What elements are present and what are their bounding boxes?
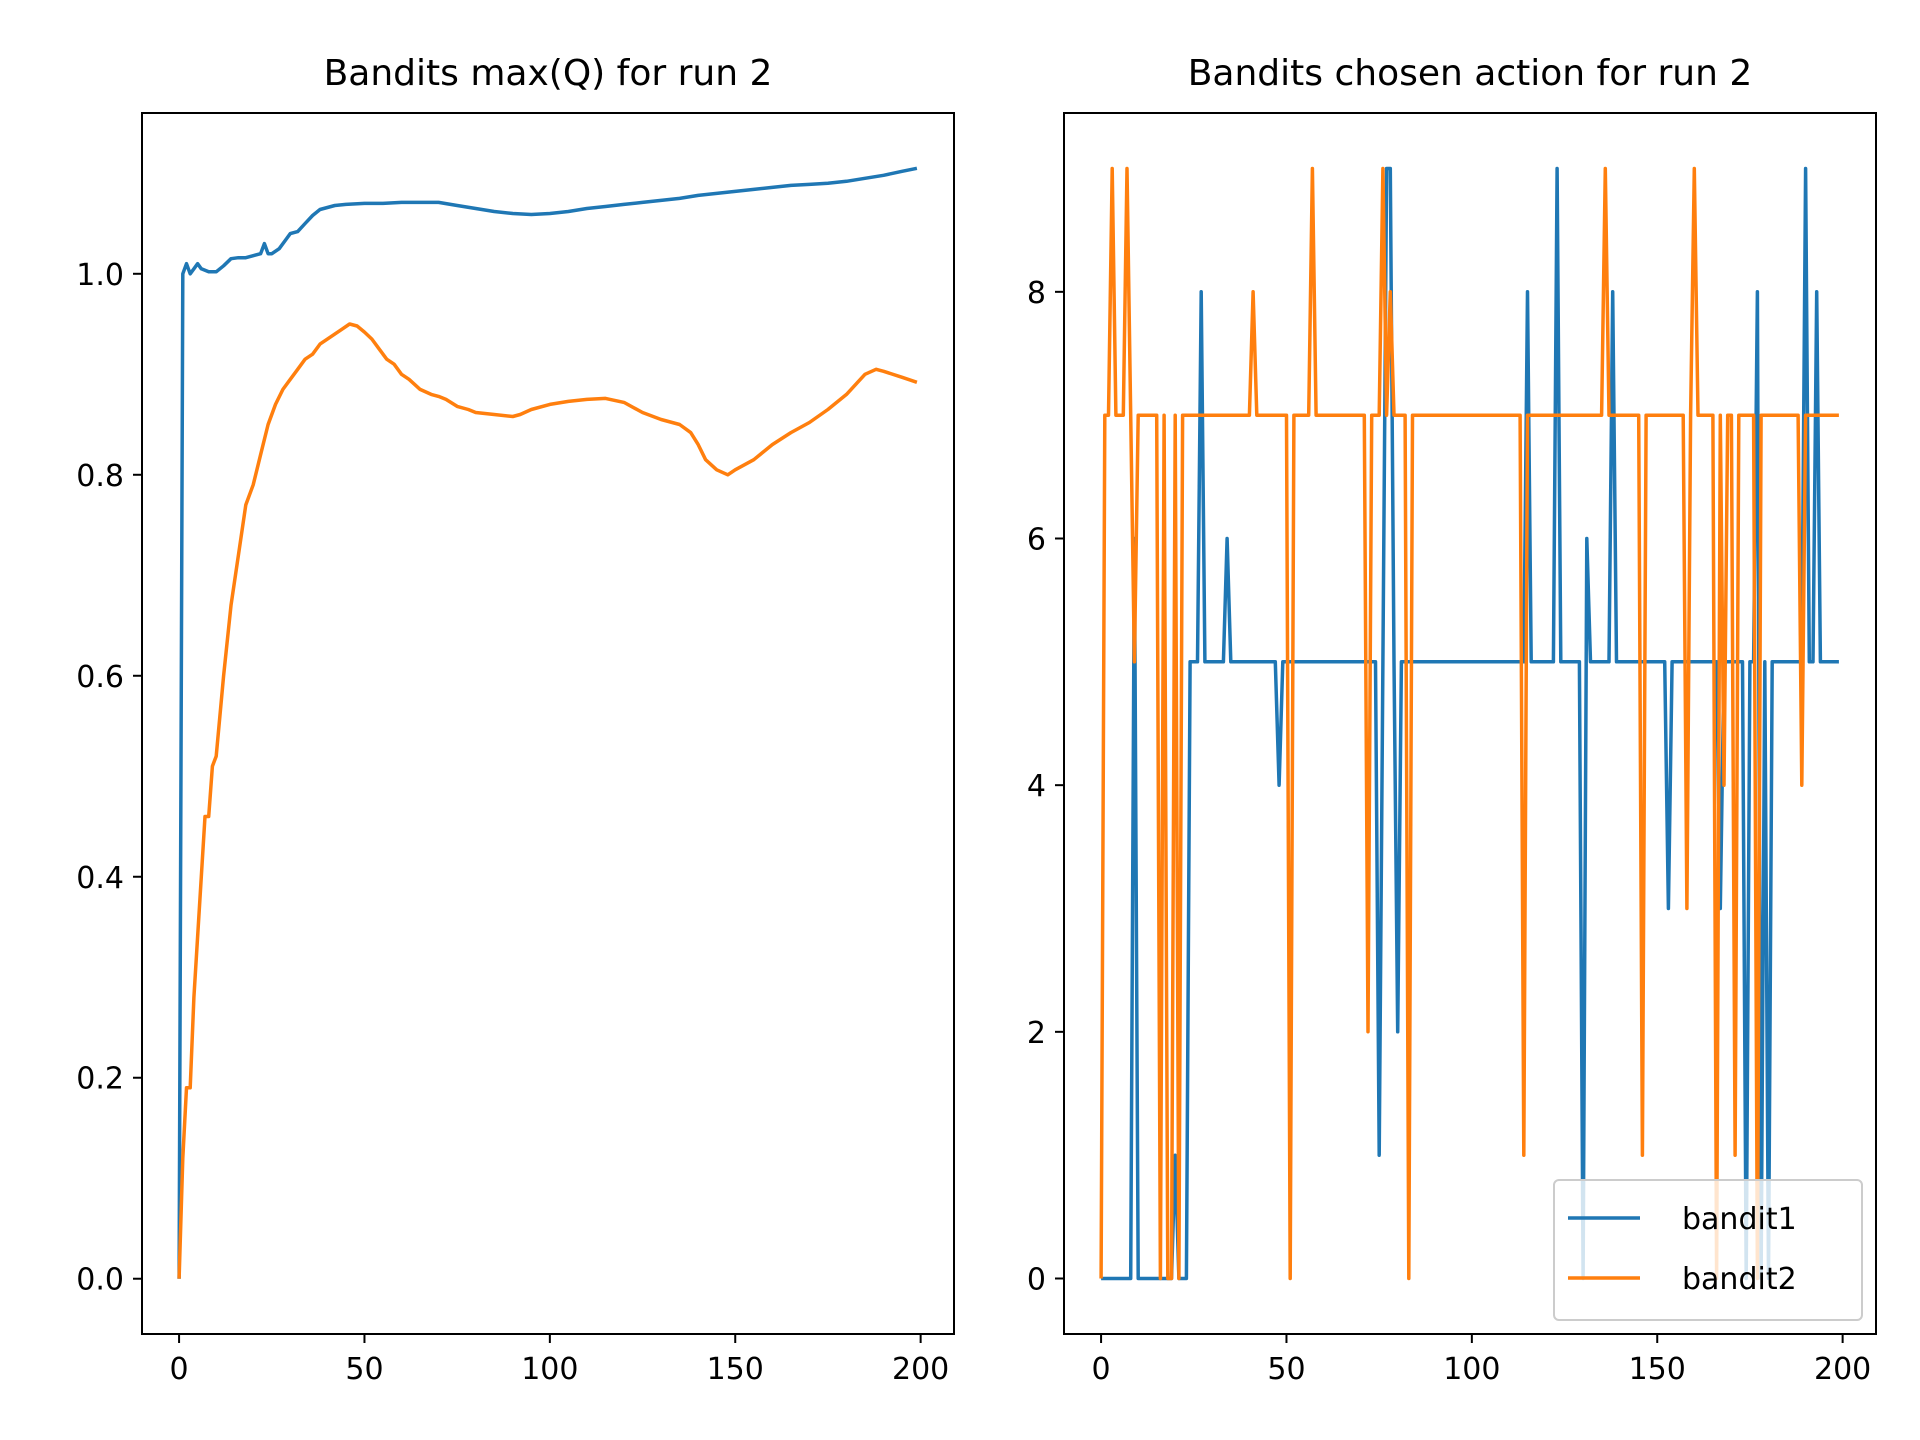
x-tick-label: 0 (1092, 1352, 1111, 1387)
y-tick-label: 8 (1027, 276, 1046, 311)
chart-title: Bandits chosen action for run 2 (1188, 53, 1753, 94)
y-tick-label: 0 (1027, 1263, 1046, 1298)
x-tick-label: 150 (707, 1352, 764, 1387)
y-tick-label: 0.2 (76, 1062, 124, 1097)
chart-title: Bandits max(Q) for run 2 (324, 53, 773, 94)
y-tick-label: 0.0 (76, 1263, 124, 1298)
axes-frame (141, 112, 955, 1335)
chart-max-q: Bandits max(Q) for run 2 0 50 100 150 200 0.0… (76, 53, 955, 1387)
x-tick-label: 50 (1267, 1352, 1305, 1387)
y-tick-label: 2 (1027, 1016, 1046, 1051)
x-tick-label: 100 (521, 1352, 578, 1387)
x-tick-label: 150 (1629, 1352, 1686, 1387)
x-tick-label: 100 (1443, 1352, 1500, 1387)
y-tick-label: 0.4 (76, 861, 124, 896)
legend-label-bandit1: bandit1 (1682, 1202, 1797, 1237)
y-tick-label: 4 (1027, 769, 1046, 804)
legend-label-bandit2: bandit2 (1682, 1262, 1797, 1297)
x-tick-label: 50 (345, 1352, 383, 1387)
legend-box (1553, 1179, 1863, 1321)
chart-chosen-action: Bandits chosen action for run 2 0 50 100 15… (1027, 53, 1877, 1387)
series-line-bandit2 (1099, 166, 1839, 1281)
y-tick-label: 0.8 (76, 459, 124, 494)
y-tick-label: 0.6 (76, 660, 124, 695)
x-tick-label: 0 (170, 1352, 189, 1387)
x-tick-label: 200 (892, 1352, 949, 1387)
legend: bandit1 bandit2 (1553, 1179, 1863, 1321)
y-tick-label: 6 (1027, 523, 1046, 558)
axes-frame (1063, 112, 1877, 1335)
x-tick-label: 200 (1814, 1352, 1871, 1387)
series-line-series-2 (177, 322, 918, 1279)
series-line-series-1 (177, 166, 918, 1279)
y-tick-label: 1.0 (76, 258, 124, 293)
